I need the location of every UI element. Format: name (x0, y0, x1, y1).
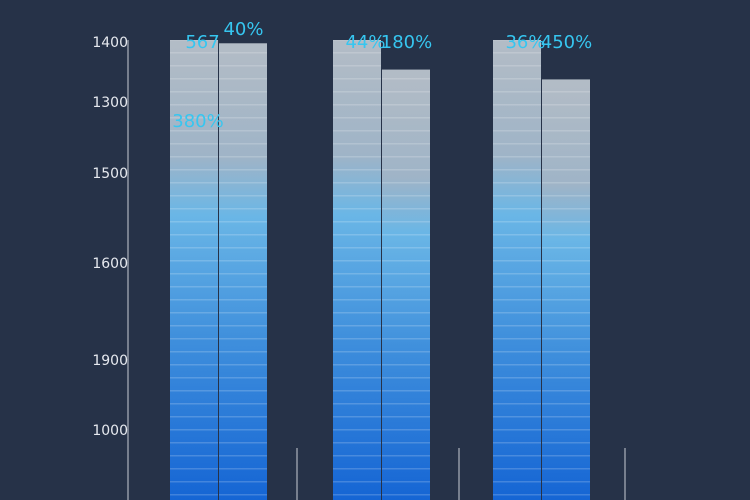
y-tick-label: 1900 (92, 353, 128, 369)
bar-texture (333, 40, 381, 500)
data-label: 180% (381, 32, 432, 53)
y-tick-label: 1500 (92, 166, 128, 182)
data-label: 44% (345, 32, 385, 53)
data-label: 450% (541, 32, 592, 53)
bar-texture (382, 69, 430, 500)
bar-texture (170, 40, 218, 500)
data-label: 380% (172, 111, 223, 132)
y-tick-label: 1400 (92, 35, 128, 51)
y-tick-label: 1600 (92, 256, 128, 272)
bar-texture (219, 43, 267, 500)
data-label: 40% (223, 19, 263, 40)
data-label: 567 (185, 32, 219, 53)
y-tick-label: 1300 (92, 95, 128, 111)
bar-texture (542, 79, 590, 500)
y-tick-labels: 1400 1300 1500 1600 1900 1000 (92, 35, 128, 439)
y-tick-label: 1000 (92, 423, 128, 439)
data-label: 36% (505, 32, 545, 53)
bars (170, 40, 626, 500)
bar-texture (493, 40, 541, 500)
